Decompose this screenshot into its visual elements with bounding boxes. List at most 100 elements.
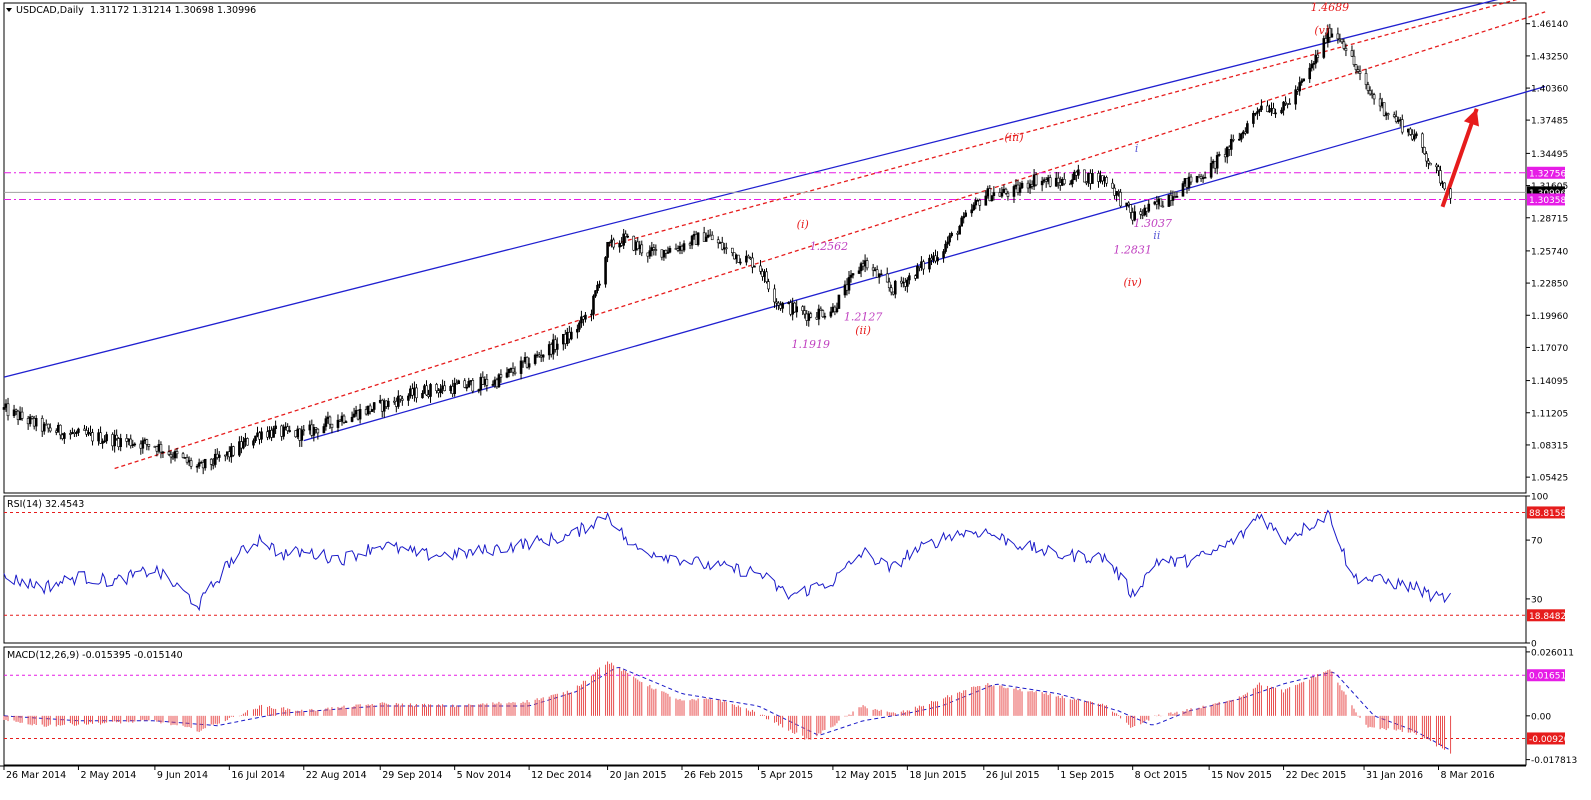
- candle-body: [423, 385, 426, 394]
- candle-body: [294, 430, 298, 438]
- candle-body: [598, 283, 601, 286]
- candle-body: [155, 446, 159, 452]
- candle-body: [549, 344, 553, 355]
- candle-body: [1002, 188, 1006, 193]
- candle-body: [1071, 179, 1074, 185]
- candle-body: [570, 331, 573, 340]
- candle-body: [519, 360, 523, 374]
- candle-body: [215, 453, 219, 458]
- macd-title: MACD(12,26,9) -0.015395 -0.015140: [7, 650, 183, 661]
- candle-body: [1229, 138, 1233, 150]
- candle-body: [749, 257, 752, 260]
- candle-body: [2, 407, 6, 410]
- candle-body: [1298, 82, 1301, 92]
- candle-body: [932, 255, 935, 261]
- candle-body: [922, 261, 925, 270]
- candle-body: [1358, 71, 1362, 74]
- candle-body: [521, 360, 525, 363]
- pane-frame-rsi: [3, 495, 1527, 644]
- candle-body: [284, 426, 287, 429]
- macd-level-label: 0.016510: [1529, 672, 1572, 682]
- price-tag-box: [1527, 166, 1565, 179]
- candle-body: [1316, 54, 1320, 58]
- candle-body: [731, 247, 734, 253]
- candle-body: [465, 386, 469, 389]
- candle-body: [467, 381, 471, 388]
- candle-body: [970, 209, 974, 214]
- candle-body: [268, 430, 271, 438]
- price-tick-label: 1.08315: [1531, 441, 1568, 451]
- candle-body: [1153, 201, 1157, 205]
- candle-body: [491, 384, 495, 386]
- candle-body: [1129, 204, 1132, 213]
- candle-body: [105, 434, 108, 442]
- candle-body: [153, 446, 157, 448]
- rsi-level-label: 18.8482: [1529, 612, 1566, 622]
- candle-body: [1225, 146, 1229, 158]
- candle-body: [1324, 38, 1328, 43]
- candle-body: [1356, 69, 1360, 72]
- macd-level-label: -0.00920: [1529, 735, 1570, 745]
- candle-body: [495, 379, 499, 388]
- candle-body: [1340, 38, 1344, 43]
- candle-body: [97, 432, 100, 442]
- candle-body: [541, 354, 545, 358]
- candle-body: [1400, 119, 1404, 133]
- candle-body: [1111, 182, 1114, 189]
- candle-body: [20, 411, 24, 419]
- candle-body: [421, 393, 424, 399]
- candle-body: [507, 368, 511, 374]
- candle-body: [946, 241, 949, 245]
- candle-body: [453, 382, 456, 394]
- candle-body: [240, 441, 243, 449]
- candle-body: [578, 322, 581, 330]
- candle-body: [147, 443, 151, 447]
- candle-body: [706, 234, 710, 238]
- candle-body: [1396, 119, 1400, 122]
- candle-body: [1125, 202, 1128, 207]
- candle-body: [441, 385, 444, 390]
- candle-body: [310, 424, 314, 436]
- candle-body: [386, 400, 390, 407]
- candle-body: [1097, 173, 1100, 182]
- candle-body: [254, 435, 257, 442]
- candle-body: [690, 235, 694, 246]
- candle-body: [1407, 128, 1410, 133]
- time-tick-label: 12 May 2015: [835, 770, 897, 781]
- candle-body: [483, 378, 487, 385]
- candle-body: [590, 313, 593, 316]
- candle-body: [1161, 205, 1165, 208]
- candle-body: [566, 331, 569, 345]
- candle-body: [564, 333, 567, 345]
- time-tick-label: 5 Apr 2015: [760, 770, 813, 781]
- candle-body: [1077, 169, 1080, 176]
- candle-body: [1370, 93, 1374, 96]
- candle-body: [59, 424, 62, 436]
- candle-body: [733, 252, 736, 260]
- candle-body: [992, 192, 996, 196]
- candle-body: [584, 314, 587, 320]
- candle-body: [767, 281, 770, 290]
- candle-body: [12, 409, 16, 417]
- candle-body: [819, 308, 823, 311]
- price-tick-label: 1.22850: [1531, 280, 1568, 290]
- candle-body: [871, 267, 875, 271]
- candle-body: [28, 416, 32, 425]
- candle-body: [1415, 133, 1418, 137]
- candle-body: [847, 277, 851, 291]
- candle-body: [676, 248, 680, 251]
- candle-body: [1028, 184, 1032, 189]
- candle-body: [668, 248, 672, 253]
- candle-body: [1449, 188, 1452, 199]
- candle-body: [632, 235, 636, 251]
- candle-body: [928, 257, 931, 270]
- candle-body: [308, 424, 312, 431]
- candle-body: [879, 273, 883, 276]
- candle-body: [891, 291, 895, 295]
- candle-body: [865, 260, 869, 269]
- price-tick-label: 1.46140: [1531, 20, 1568, 30]
- candle-body: [439, 388, 442, 394]
- candle-body: [1062, 179, 1066, 185]
- candle-body: [429, 384, 432, 397]
- candle-body: [1308, 67, 1312, 80]
